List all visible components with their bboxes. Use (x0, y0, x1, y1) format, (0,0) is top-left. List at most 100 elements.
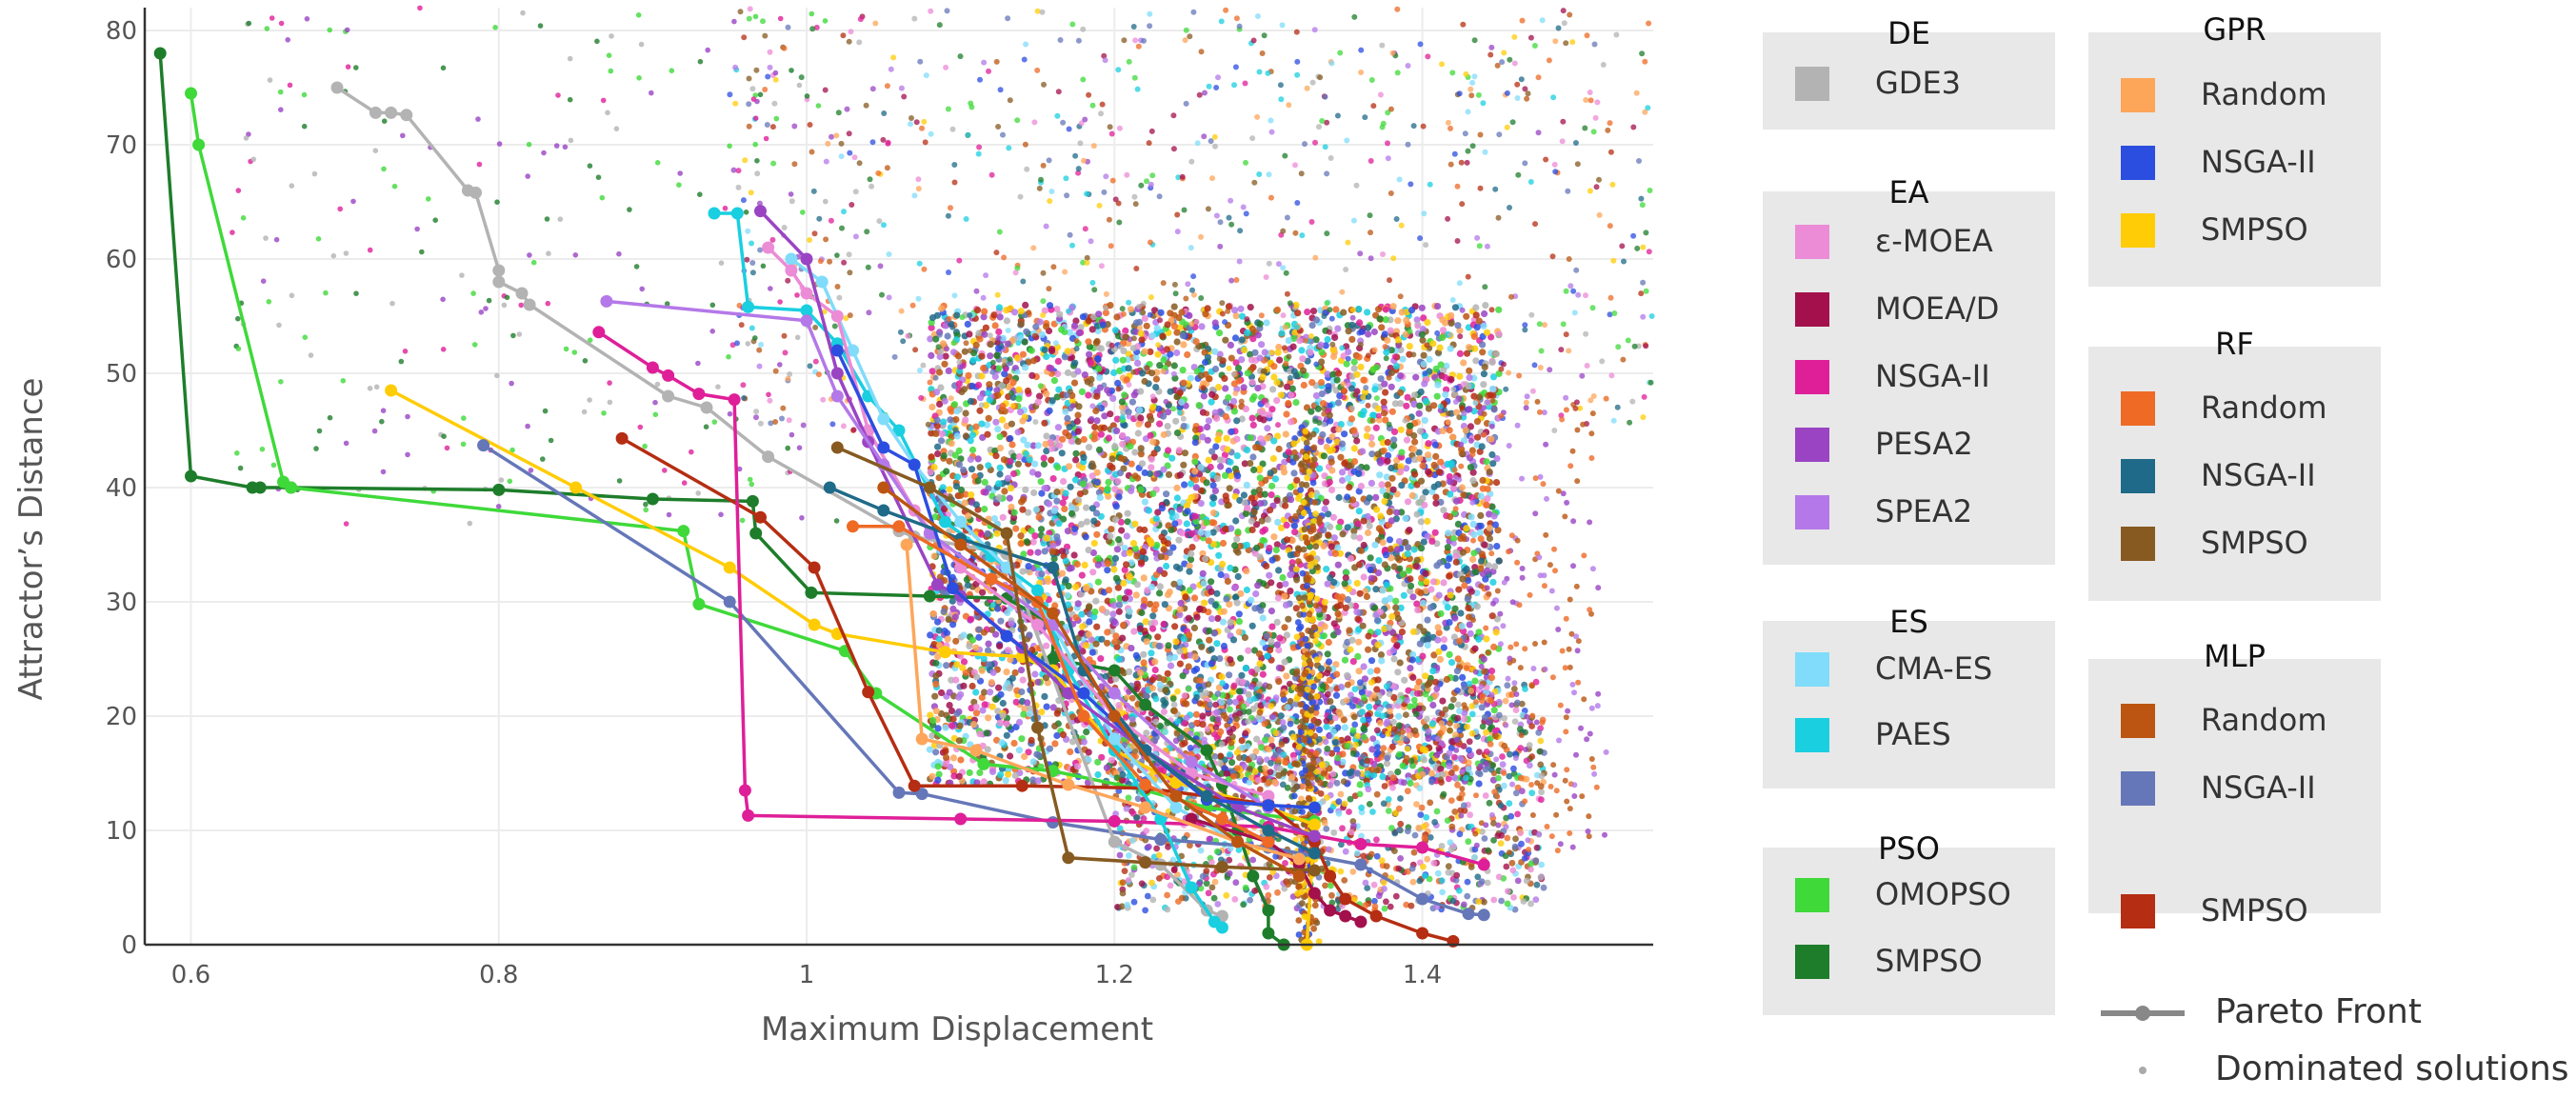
dominated-solution-dot (1103, 764, 1110, 771)
dominated-solution-dot (1428, 769, 1435, 777)
dominated-solution-dot (985, 714, 992, 722)
dominated-solution-dot (1147, 431, 1154, 439)
dominated-solution-dot (1391, 400, 1399, 408)
dominated-solution-dot (1176, 606, 1184, 613)
dominated-solution-dot (932, 680, 940, 689)
dominated-solution-dot (929, 368, 936, 375)
dominated-solution-dot (978, 667, 986, 674)
dominated-solution-dot (1390, 442, 1398, 449)
dominated-solution-dot (1269, 386, 1277, 393)
dominated-solution-dot (1049, 475, 1057, 483)
dominated-solution-dot (1331, 333, 1339, 341)
dominated-solution-dot (1208, 390, 1216, 398)
dominated-solution-dot (1113, 427, 1121, 434)
dominated-solution-dot (938, 430, 947, 438)
dominated-solution-dot (1358, 689, 1366, 696)
dominated-solution-dot (1270, 533, 1278, 541)
dominated-solution-dot (1203, 479, 1210, 487)
dominated-solution-dot (1125, 365, 1132, 372)
dominated-solution-dot (1329, 513, 1337, 521)
dominated-solution-dot (1307, 349, 1314, 356)
dominated-solution-dot (1178, 529, 1186, 537)
dominated-solution-dot (1080, 738, 1088, 746)
dominated-solution-dot (1375, 557, 1383, 565)
dominated-solution-dot (1166, 654, 1174, 662)
dominated-solution-dot (1440, 579, 1448, 587)
dominated-solution-dot (1085, 391, 1092, 399)
dominated-solution-dot (1140, 574, 1148, 582)
dominated-solution-dot (1488, 503, 1496, 510)
dominated-solution-dot (1469, 520, 1477, 529)
dominated-solution-dot (1131, 545, 1139, 552)
dominated-solution-dot (1355, 668, 1363, 675)
dominated-solution-dot (1381, 561, 1388, 569)
dominated-solution-dot (1187, 556, 1195, 564)
dominated-solution-dot (1022, 486, 1029, 493)
dominated-solution-dot (1326, 478, 1333, 486)
dominated-solution-dot (1048, 445, 1056, 452)
dominated-solution-dot (1055, 386, 1063, 393)
dominated-solution-dot (1199, 712, 1207, 720)
dominated-solution-dot (1101, 412, 1108, 420)
dominated-solution-dot (1193, 748, 1201, 755)
dominated-solution-dot (1335, 369, 1343, 377)
dominated-solution-dot (1464, 595, 1471, 603)
dominated-solution-dot (1250, 499, 1258, 508)
dominated-solution-dot (1449, 433, 1457, 441)
dominated-solution-dot (1121, 391, 1128, 399)
dominated-solution-dot (1466, 373, 1473, 382)
dominated-solution-dot (1404, 550, 1411, 558)
dominated-solution-dot (1217, 463, 1225, 470)
dominated-solution-dot (1479, 476, 1487, 484)
dominated-solution-dot (1132, 651, 1140, 660)
dominated-solution-dot (984, 746, 991, 753)
dominated-solution-dot (1411, 727, 1419, 735)
dominated-solution-dot (978, 372, 986, 380)
dominated-solution-dot (979, 707, 987, 714)
dominated-solution-dot (962, 409, 969, 417)
dominated-solution-dot (1411, 470, 1419, 478)
dominated-solution-dot (1034, 442, 1042, 449)
dominated-solution-dot (1096, 494, 1104, 502)
dominated-solution-dot (1446, 650, 1453, 659)
dominated-solution-dot (1201, 599, 1208, 607)
dominated-solution-dot (1193, 613, 1201, 621)
dominated-solution-dot (1489, 578, 1497, 587)
dominated-solution-dot (1365, 632, 1372, 640)
dominated-solution-dot (1422, 672, 1429, 680)
dominated-solution-dot (1364, 529, 1372, 537)
dominated-solution-dot (1263, 632, 1270, 640)
dominated-solution-dot (1152, 384, 1160, 391)
dominated-solution-dot (1447, 591, 1454, 599)
dominated-solution-dot (1043, 352, 1050, 361)
dominated-solution-dot (1488, 358, 1496, 366)
dominated-solution-dot (1147, 600, 1154, 609)
dominated-solution-dot (1154, 350, 1162, 358)
dominated-solution-dot (948, 440, 955, 448)
dominated-solution-dot (1071, 525, 1079, 532)
dominated-solution-dot (1220, 642, 1228, 650)
dominated-solution-dot (1460, 491, 1468, 499)
dominated-solution-dot (1419, 462, 1427, 469)
dominated-solution-dot (995, 365, 1003, 372)
dominated-solution-dot (1053, 709, 1061, 717)
dominated-solution-dot (1428, 586, 1435, 593)
dominated-solution-dot (1384, 336, 1391, 344)
dominated-solution-dot (1040, 460, 1048, 468)
dominated-solution-dot (1114, 332, 1123, 340)
dominated-solution-dot (1476, 529, 1484, 537)
dominated-solution-dot (1264, 425, 1271, 432)
dominated-solution-dot (972, 689, 980, 696)
dominated-solution-dot (1489, 373, 1498, 381)
dominated-solution-dot (1136, 406, 1144, 414)
dominated-solution-dot (1176, 471, 1185, 479)
dominated-solution-dot (1325, 658, 1333, 666)
dominated-solution-dot (984, 647, 992, 654)
dominated-solution-dot (1173, 338, 1181, 346)
dominated-solution-dot (1112, 356, 1120, 364)
dominated-solution-dot (1256, 474, 1264, 482)
dominated-solution-dot (1059, 435, 1067, 443)
dominated-solution-dot (980, 365, 988, 372)
dominated-solution-dot (1242, 509, 1249, 518)
dominated-solution-dot (1416, 454, 1424, 462)
